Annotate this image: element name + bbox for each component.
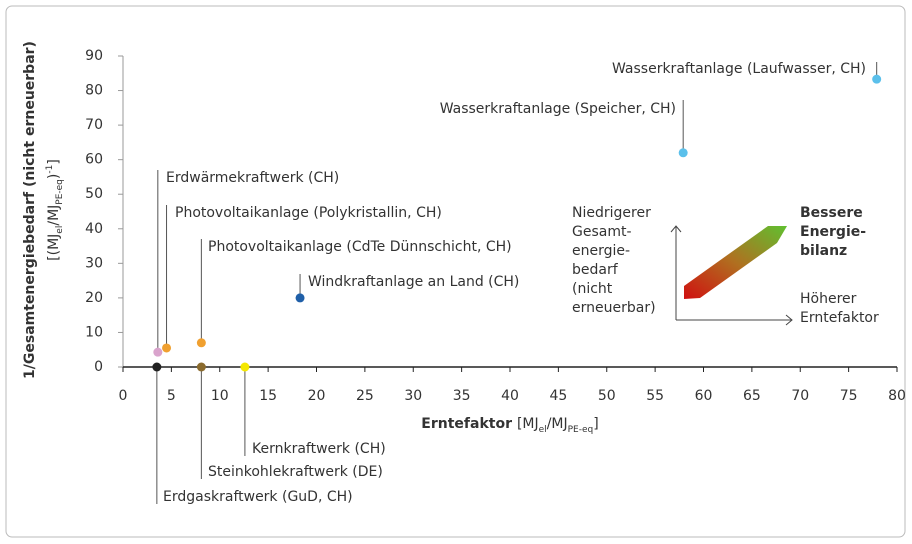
x-tick-label: 0 — [119, 388, 128, 404]
point — [196, 338, 206, 348]
point — [872, 74, 882, 84]
x-tick-label: 55 — [646, 388, 664, 404]
x-tick-label: 80 — [888, 388, 906, 404]
label-part: ] — [593, 416, 598, 432]
point-label: Photovoltaikanlage (Polykristallin, CH) — [175, 205, 442, 221]
point-label: Erdgaskraftwerk (GuD, CH) — [163, 489, 353, 505]
point-label: Wasserkraftanlage (Laufwasser, CH) — [612, 61, 866, 77]
label-part: ] — [46, 159, 62, 164]
inset-text: bedarf — [572, 262, 619, 278]
inset-result: Energie- — [800, 224, 866, 240]
label-part: ) — [46, 174, 62, 179]
inset-text: erneuerbar) — [572, 300, 656, 316]
point-label: Erdwärmekraftwerk (CH) — [166, 170, 339, 186]
point — [678, 148, 688, 158]
point-label: Steinkohlekraftwerk (DE) — [208, 464, 383, 480]
label-part: PE-eq — [568, 425, 594, 435]
label-part: PE-eq — [55, 179, 65, 205]
y-tick-label: 70 — [85, 117, 103, 133]
y-tick-label: 20 — [85, 290, 103, 306]
point — [240, 362, 250, 372]
y-axis-label: [(MJel/MJPE-eq)-1] — [45, 159, 65, 261]
inset-text: Gesamt- — [572, 224, 632, 240]
point — [295, 293, 305, 303]
x-tick-label: 35 — [453, 388, 471, 404]
x-tick-label: 30 — [404, 388, 422, 404]
x-tick-label: 75 — [840, 388, 858, 404]
frame — [5, 5, 906, 538]
y-tick-label: 10 — [85, 324, 103, 340]
x-tick-label: 10 — [211, 388, 229, 404]
point-label: Wasserkraftanlage (Speicher, CH) — [440, 101, 676, 117]
gradient-arrow — [684, 226, 787, 299]
inset-text: Niedrigerer — [572, 205, 651, 221]
inset-arrow-head — [670, 225, 682, 233]
inset-text: (nicht — [572, 281, 613, 297]
x-tick-label: 60 — [695, 388, 713, 404]
y-tick-label: 80 — [85, 83, 103, 99]
label-part: /MJ — [547, 416, 568, 432]
y-tick-label: 50 — [85, 186, 103, 202]
x-tick-label: 50 — [598, 388, 616, 404]
point — [196, 362, 206, 372]
x-tick-label: 45 — [549, 388, 567, 404]
x-tick-label: 20 — [308, 388, 326, 404]
label-part: [MJ — [517, 416, 539, 432]
label-part: /MJ — [46, 205, 62, 226]
x-axis-label-bold: Erntefaktor — [421, 416, 512, 432]
x-axis-label: Erntefaktor [MJel/MJPE-eq] — [421, 416, 598, 435]
x-tick-label: 40 — [501, 388, 519, 404]
label-part: [(MJ — [46, 234, 62, 261]
inset-text: Höherer — [800, 291, 857, 307]
point — [152, 362, 162, 372]
point-label: Windkraftanlage an Land (CH) — [308, 274, 519, 290]
x-tick-label: 65 — [743, 388, 761, 404]
y-tick-label: 60 — [85, 152, 103, 168]
label-part: el — [55, 226, 65, 234]
y-axis-label: 1/Gesamtenergiebedarf (nicht erneuerbar) — [22, 41, 38, 379]
inset-text: Erntefaktor — [800, 310, 879, 326]
label-part: el — [539, 425, 547, 435]
x-tick-label: 5 — [167, 388, 176, 404]
label-part: -1 — [45, 165, 55, 174]
x-tick-label: 70 — [791, 388, 809, 404]
point — [162, 343, 172, 353]
inset-arrow-head — [785, 314, 793, 326]
point-label: Kernkraftwerk (CH) — [252, 441, 386, 457]
inset-text: energie- — [572, 243, 630, 259]
point-label: Photovoltaikanlage (CdTe Dünnschicht, CH… — [208, 239, 512, 255]
x-axis-label-unit: [MJel/MJPE-eq] — [517, 416, 599, 435]
y-tick-label: 40 — [85, 221, 103, 237]
x-tick-label: 25 — [356, 388, 374, 404]
inset-result: Bessere — [800, 205, 863, 221]
point — [153, 347, 163, 357]
x-tick-label: 15 — [259, 388, 277, 404]
y-tick-label: 90 — [85, 48, 103, 64]
y-tick-label: 30 — [85, 255, 103, 271]
inset-result: bilanz — [800, 243, 847, 259]
y-tick-label: 0 — [94, 359, 103, 375]
